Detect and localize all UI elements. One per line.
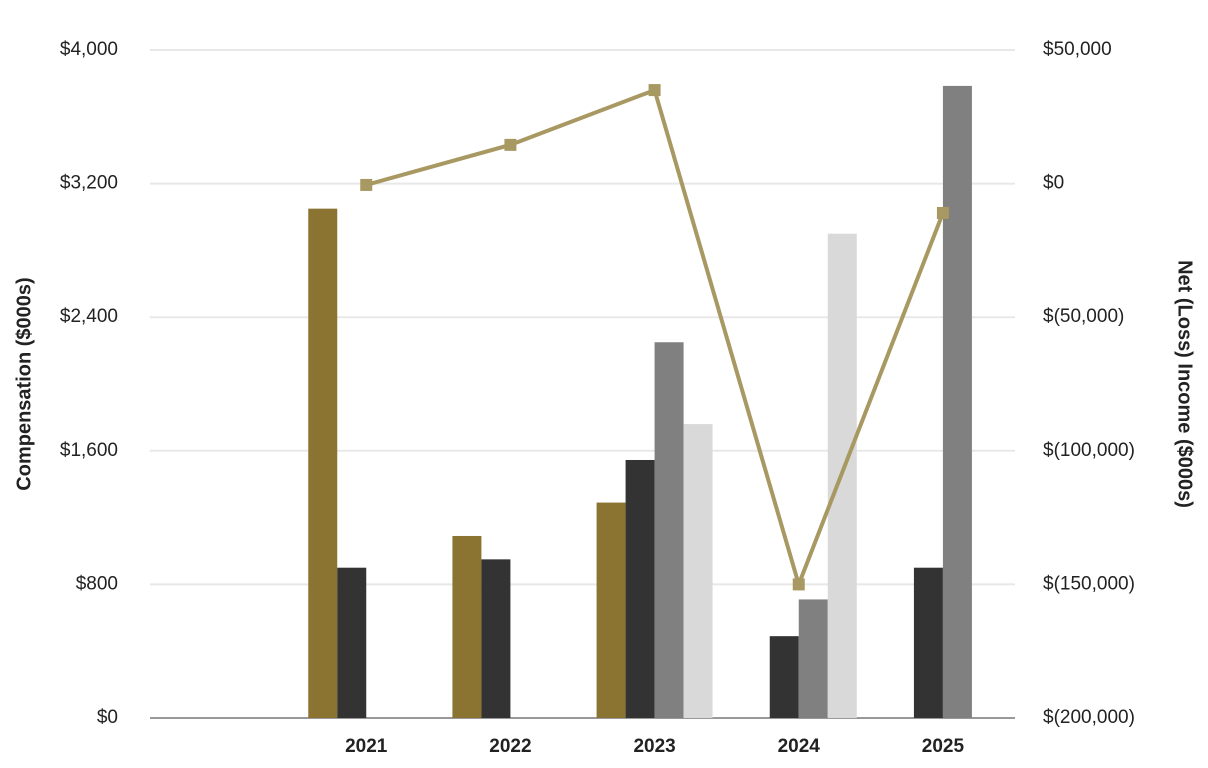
y2-tick-label: $(150,000): [1043, 573, 1135, 594]
y2-tick-label: $(100,000): [1043, 440, 1135, 461]
y2-tick-label: $(200,000): [1043, 707, 1135, 728]
y2-tick-label: $0: [1043, 173, 1064, 194]
bar: [798, 599, 828, 718]
bar: [452, 535, 482, 718]
y-tick-label: $2,400: [60, 306, 118, 327]
bar: [308, 208, 338, 718]
y-tick-label: $0: [97, 707, 118, 728]
bar: [654, 342, 684, 718]
x-tick-label: 2025: [922, 736, 965, 757]
y-tick-label: $800: [76, 573, 118, 594]
bar: [942, 85, 972, 718]
bar: [913, 567, 943, 718]
bar: [683, 424, 713, 718]
bar: [481, 559, 511, 718]
marker: [648, 84, 661, 97]
marker: [936, 206, 949, 219]
y-axis-title: Compensation ($000s): [13, 277, 35, 490]
y2-axis-title: Net (Loss) Income ($000s): [1174, 260, 1196, 508]
x-tick-label: 2021: [345, 736, 388, 757]
bar: [769, 636, 799, 718]
bar: [596, 502, 626, 718]
marker: [504, 138, 517, 151]
x-tick-label: 2023: [633, 736, 675, 757]
marker: [792, 578, 805, 591]
y-tick-label: $1,600: [60, 440, 118, 461]
x-tick-label: 2024: [778, 736, 821, 757]
bar: [625, 459, 655, 718]
y-tick-label: $4,000: [60, 39, 118, 60]
y2-tick-label: $(50,000): [1043, 306, 1124, 327]
bar: [337, 567, 367, 718]
marker: [360, 178, 373, 191]
y2-tick-label: $50,000: [1043, 39, 1112, 60]
y-tick-label: $3,200: [60, 173, 118, 194]
x-tick-label: 2022: [489, 736, 531, 757]
